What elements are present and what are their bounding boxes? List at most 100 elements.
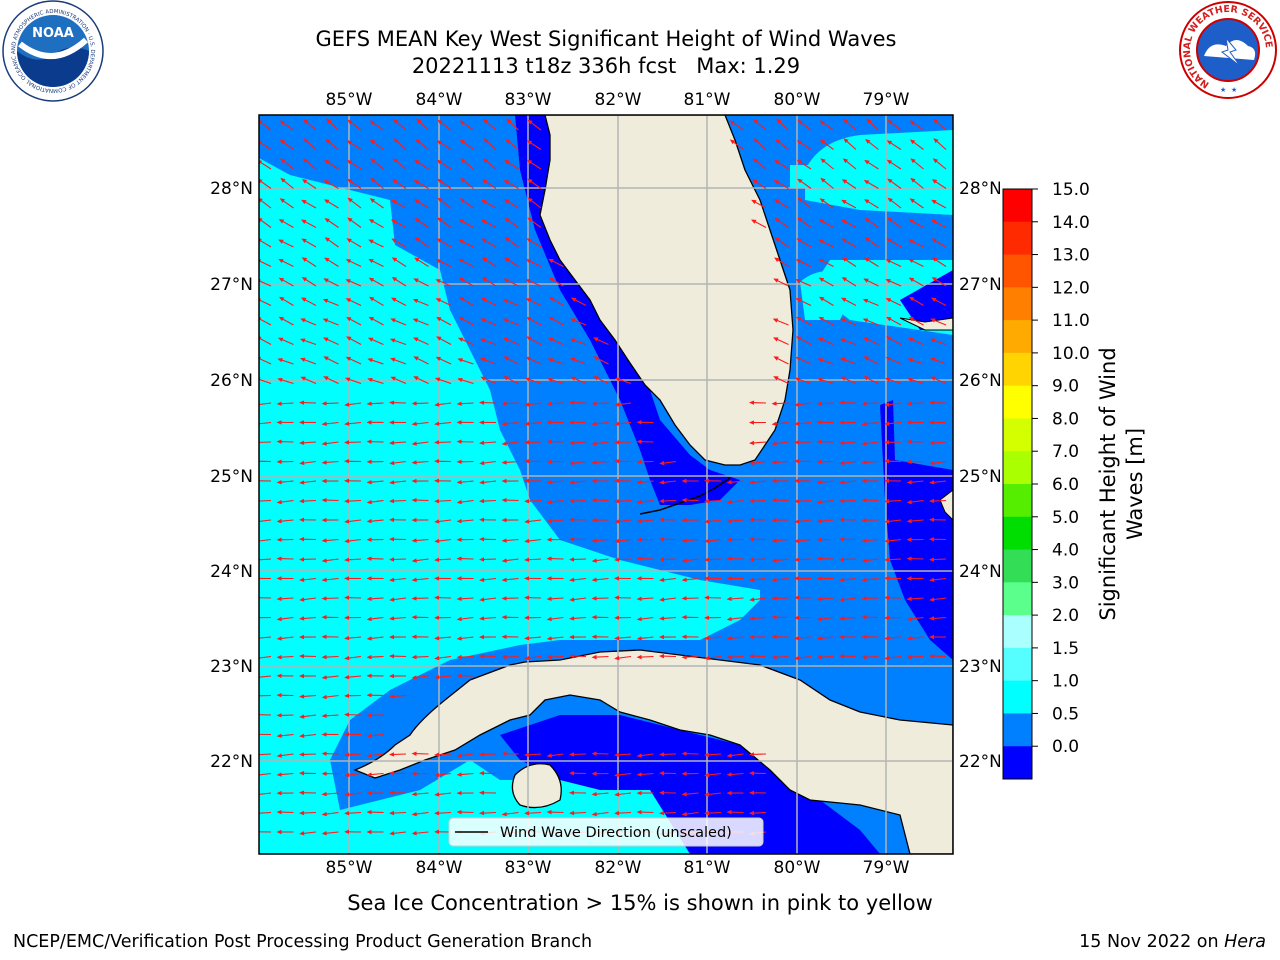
wave-arrow-head bbox=[636, 480, 642, 485]
wave-arrow bbox=[841, 558, 857, 561]
wave-arrow-head bbox=[909, 198, 915, 203]
wave-arrow bbox=[754, 159, 767, 170]
wave-arrow-head bbox=[681, 614, 687, 620]
wave-arrow-head bbox=[614, 576, 620, 581]
wave-arrow-head bbox=[591, 478, 597, 484]
wave-arrow bbox=[549, 616, 564, 620]
wave-arrow-head bbox=[681, 538, 687, 543]
wave-arrow-head bbox=[411, 634, 417, 639]
wave-arrow bbox=[572, 460, 587, 464]
wave-arrow bbox=[796, 558, 812, 561]
wave-arrow bbox=[753, 220, 767, 228]
wave-arrow-head bbox=[527, 178, 533, 184]
wave-arrow-head bbox=[501, 460, 507, 465]
lon-label-bottom: 84°W bbox=[416, 858, 463, 878]
wave-arrow bbox=[774, 558, 789, 562]
wave-arrow bbox=[865, 279, 879, 287]
wave-arrow-head bbox=[366, 654, 372, 660]
footer-host: Hera bbox=[1224, 932, 1266, 952]
wave-arrow bbox=[774, 460, 789, 464]
wave-arrow-head bbox=[861, 401, 867, 406]
wave-arrow-head bbox=[276, 459, 282, 464]
wave-arrow-head bbox=[323, 179, 330, 185]
wave-arrow-head bbox=[501, 517, 507, 523]
wave-arrow-head bbox=[908, 277, 915, 282]
wave-arrow-head bbox=[614, 635, 620, 641]
colorbar-swatch bbox=[1003, 516, 1032, 551]
wave-arrow bbox=[394, 180, 407, 189]
wave-arrow bbox=[932, 319, 947, 326]
colorbar-swatch bbox=[1003, 451, 1032, 485]
wave-arrow-head bbox=[368, 239, 374, 244]
wave-arrow bbox=[821, 121, 834, 131]
wave-arrow-head bbox=[704, 538, 710, 544]
wave-arrow-head bbox=[797, 217, 803, 223]
wave-arrow-head bbox=[277, 377, 283, 383]
wave-arrow-head bbox=[929, 440, 935, 446]
wave-arrow bbox=[865, 299, 879, 307]
wave-arrow bbox=[843, 220, 857, 228]
wave-arrow-head bbox=[276, 596, 282, 601]
wave-arrow-head bbox=[527, 217, 533, 223]
wave-arrow-head bbox=[435, 259, 442, 264]
wave-arrow-head bbox=[344, 732, 350, 737]
wave-arrow bbox=[483, 220, 497, 228]
wave-arrow-head bbox=[344, 498, 350, 504]
wave-arrow bbox=[259, 317, 272, 326]
wave-arrow-head bbox=[569, 498, 575, 504]
wave-arrow-head bbox=[818, 316, 825, 322]
wave-arrow bbox=[325, 319, 339, 326]
wave-arrow bbox=[639, 772, 654, 776]
wave-arrow bbox=[549, 597, 564, 600]
wave-arrow-head bbox=[886, 140, 893, 145]
wave-arrow-head bbox=[389, 597, 395, 602]
wave-arrow-head bbox=[347, 119, 353, 125]
wave-arrow-head bbox=[794, 402, 800, 407]
wave-arrow-head bbox=[299, 694, 305, 699]
wave-arrow-head bbox=[546, 537, 552, 542]
wave-arrow bbox=[594, 460, 609, 464]
wave-arrow-head bbox=[389, 537, 395, 542]
wave-arrow bbox=[639, 655, 654, 658]
wave-arrow bbox=[798, 239, 812, 248]
wave-arrow-head bbox=[321, 732, 327, 737]
wave-arrow bbox=[438, 357, 452, 365]
wave-arrow-head bbox=[861, 558, 867, 563]
wave-arrow bbox=[707, 538, 722, 542]
wave-arrow bbox=[551, 297, 564, 306]
wave-arrow-head bbox=[321, 831, 327, 836]
wave-arrow-head bbox=[299, 771, 305, 776]
wave-arrow-head bbox=[681, 577, 687, 582]
wave-arrow-head bbox=[480, 318, 486, 323]
wave-arrow-head bbox=[546, 459, 552, 465]
wave-arrow bbox=[326, 238, 339, 248]
wave-arrow-head bbox=[659, 653, 665, 659]
wave-arrow-head bbox=[434, 810, 440, 816]
wave-arrow-head bbox=[546, 420, 552, 425]
wave-arrow-head bbox=[906, 556, 912, 561]
wave-arrow-head bbox=[480, 376, 486, 381]
wave-arrow bbox=[888, 260, 902, 267]
wave-arrow-head bbox=[436, 336, 442, 341]
wave-arrow-head bbox=[932, 158, 939, 164]
wave-arrow-head bbox=[820, 177, 826, 183]
wave-arrow-head bbox=[299, 440, 305, 446]
wave-arrow bbox=[776, 200, 789, 209]
wave-arrow bbox=[616, 753, 632, 756]
wave-arrow bbox=[326, 258, 339, 267]
colorbar-tick-label: 1.5 bbox=[1052, 639, 1079, 659]
lat-label-right: 22°N bbox=[959, 752, 1000, 772]
wave-arrow bbox=[775, 357, 789, 365]
wave-arrow bbox=[304, 120, 317, 131]
wave-arrow bbox=[526, 499, 542, 502]
wave-arrow bbox=[707, 792, 722, 796]
wave-arrow-head bbox=[276, 518, 282, 524]
wave-arrow bbox=[842, 377, 857, 385]
wave-arrow bbox=[392, 339, 407, 346]
wave-arrow-head bbox=[280, 177, 286, 183]
wave-arrow-head bbox=[796, 140, 803, 145]
wave-arrow-head bbox=[525, 259, 532, 264]
wave-arrow bbox=[505, 338, 519, 346]
wave-arrow bbox=[326, 181, 339, 189]
wave-arrow bbox=[279, 636, 294, 640]
